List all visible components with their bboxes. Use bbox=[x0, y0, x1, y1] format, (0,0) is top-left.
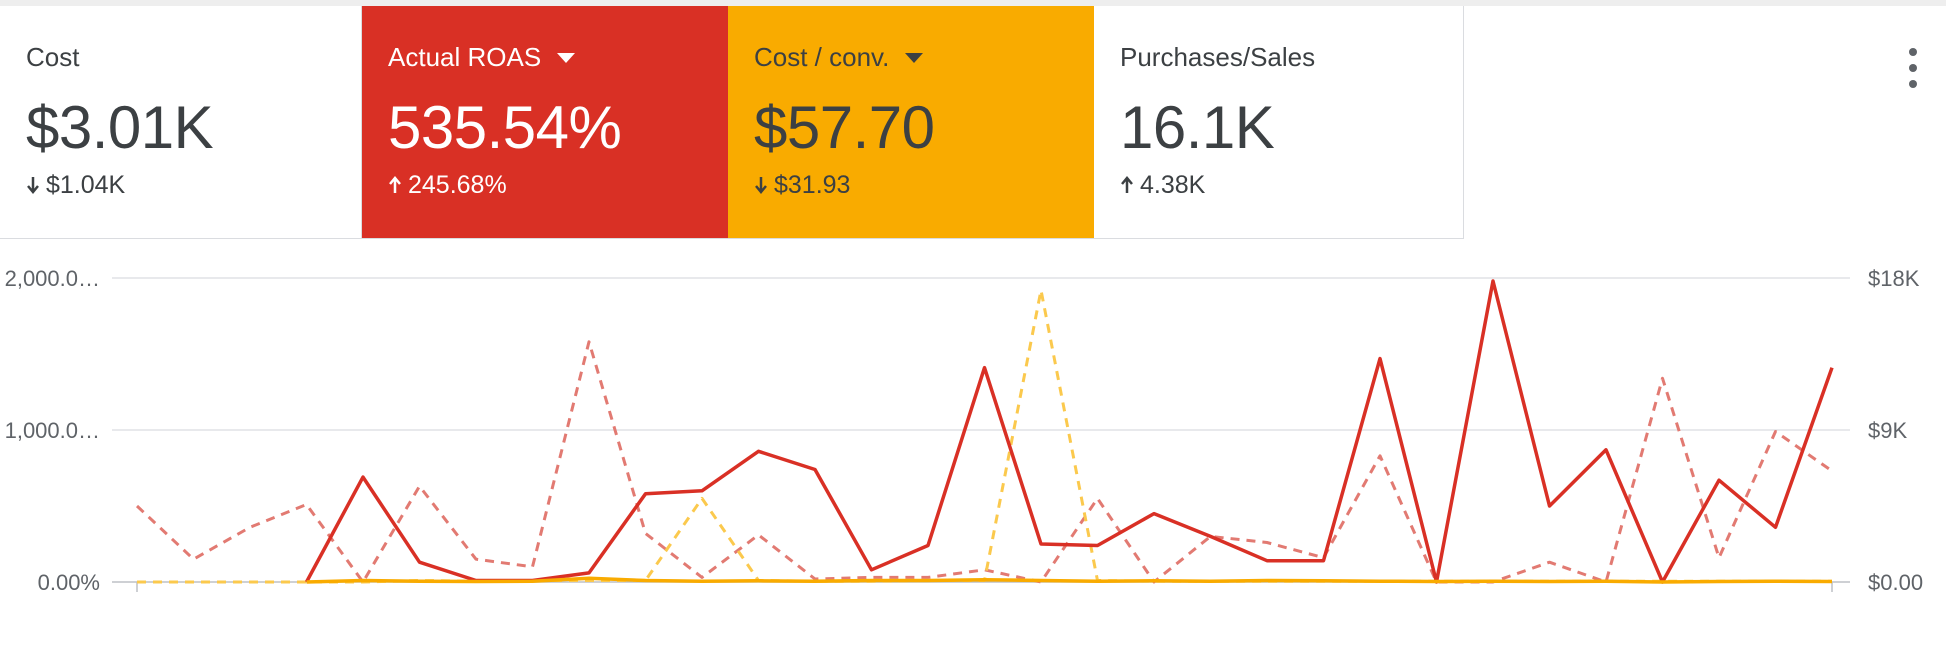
scorecard-label-text: Actual ROAS bbox=[388, 42, 542, 72]
scorecard-delta: 4.38K bbox=[1120, 170, 1463, 200]
scorecard-delta-text: $31.93 bbox=[774, 171, 851, 199]
scorecard-delta-text: $1.04K bbox=[46, 171, 126, 199]
scorecard-label-text: Purchases/Sales bbox=[1120, 42, 1316, 72]
scorecard-label: Purchases/Sales bbox=[1120, 40, 1463, 74]
performance-chart: 0.00% 1,000.0… 2,000.0… $0.00 $9K $18K bbox=[5, 266, 1923, 595]
left-axis-tick-label: 1,000.0… bbox=[5, 418, 100, 443]
more-vert-icon[interactable] bbox=[1900, 48, 1926, 88]
right-axis-tick-label: $9K bbox=[1868, 418, 1907, 443]
menu-dot bbox=[1909, 80, 1917, 88]
left-axis-tick-label: 0.00% bbox=[38, 570, 100, 595]
scorecard-delta-text: 4.38K bbox=[1140, 171, 1206, 199]
caret-down-icon[interactable] bbox=[557, 53, 576, 63]
scorecard-value: 16.1K bbox=[1120, 94, 1275, 161]
arrow-down-icon bbox=[27, 177, 39, 194]
scorecard-delta: $1.04K bbox=[26, 170, 361, 200]
left-axis-tick-label: 2,000.0… bbox=[5, 266, 100, 291]
chart-series bbox=[135, 279, 1834, 584]
scorecard-value: $57.70 bbox=[754, 94, 935, 161]
right-axis-ticks: $0.00 $9K $18K bbox=[1868, 266, 1923, 595]
caret-down-icon[interactable] bbox=[905, 53, 924, 63]
right-axis-tick-label: $0.00 bbox=[1868, 570, 1923, 595]
arrow-up-icon bbox=[1121, 176, 1133, 193]
scorecard-row: Cost $3.01K $1.04K Actual ROAS 535.54% 2… bbox=[0, 6, 1464, 239]
right-axis-tick-label: $18K bbox=[1868, 266, 1920, 291]
scorecard-delta: 245.68% bbox=[388, 170, 728, 200]
current-actual-roas-line bbox=[304, 279, 1834, 584]
menu-dot bbox=[1909, 64, 1917, 72]
arrow-down-icon bbox=[755, 177, 767, 194]
menu-dot bbox=[1909, 48, 1917, 56]
chart-gridlines bbox=[112, 277, 1850, 592]
scorecard-delta: $31.93 bbox=[754, 170, 1094, 200]
scorecard-label-text: Cost / conv. bbox=[754, 42, 890, 72]
left-axis-ticks: 0.00% 1,000.0… 2,000.0… bbox=[5, 266, 100, 595]
arrow-up-icon bbox=[389, 176, 401, 193]
scorecard-cost[interactable]: Cost $3.01K $1.04K bbox=[0, 6, 362, 238]
current-cost-conv-line bbox=[306, 576, 1833, 584]
scorecard-purchases-sales[interactable]: Purchases/Sales 16.1K 4.38K bbox=[1094, 6, 1464, 238]
scorecard-label[interactable]: Actual ROAS bbox=[388, 40, 728, 74]
scorecard-value: 535.54% bbox=[388, 94, 622, 161]
scorecard-cost-per-conv[interactable]: Cost / conv. $57.70 $31.93 bbox=[728, 6, 1094, 238]
comparison-cost-conv-line bbox=[137, 288, 1832, 584]
scorecard-label-text: Cost bbox=[26, 42, 80, 72]
scorecard-label[interactable]: Cost / conv. bbox=[754, 40, 1094, 74]
scorecard-label: Cost bbox=[26, 40, 361, 74]
scorecard-delta-text: 245.68% bbox=[408, 171, 507, 199]
scorecard-actual-roas[interactable]: Actual ROAS 535.54% 245.68% bbox=[362, 6, 728, 238]
top-divider bbox=[0, 0, 1946, 6]
scorecard-value: $3.01K bbox=[26, 94, 214, 161]
comparison-actual-roas-line bbox=[135, 340, 1833, 584]
